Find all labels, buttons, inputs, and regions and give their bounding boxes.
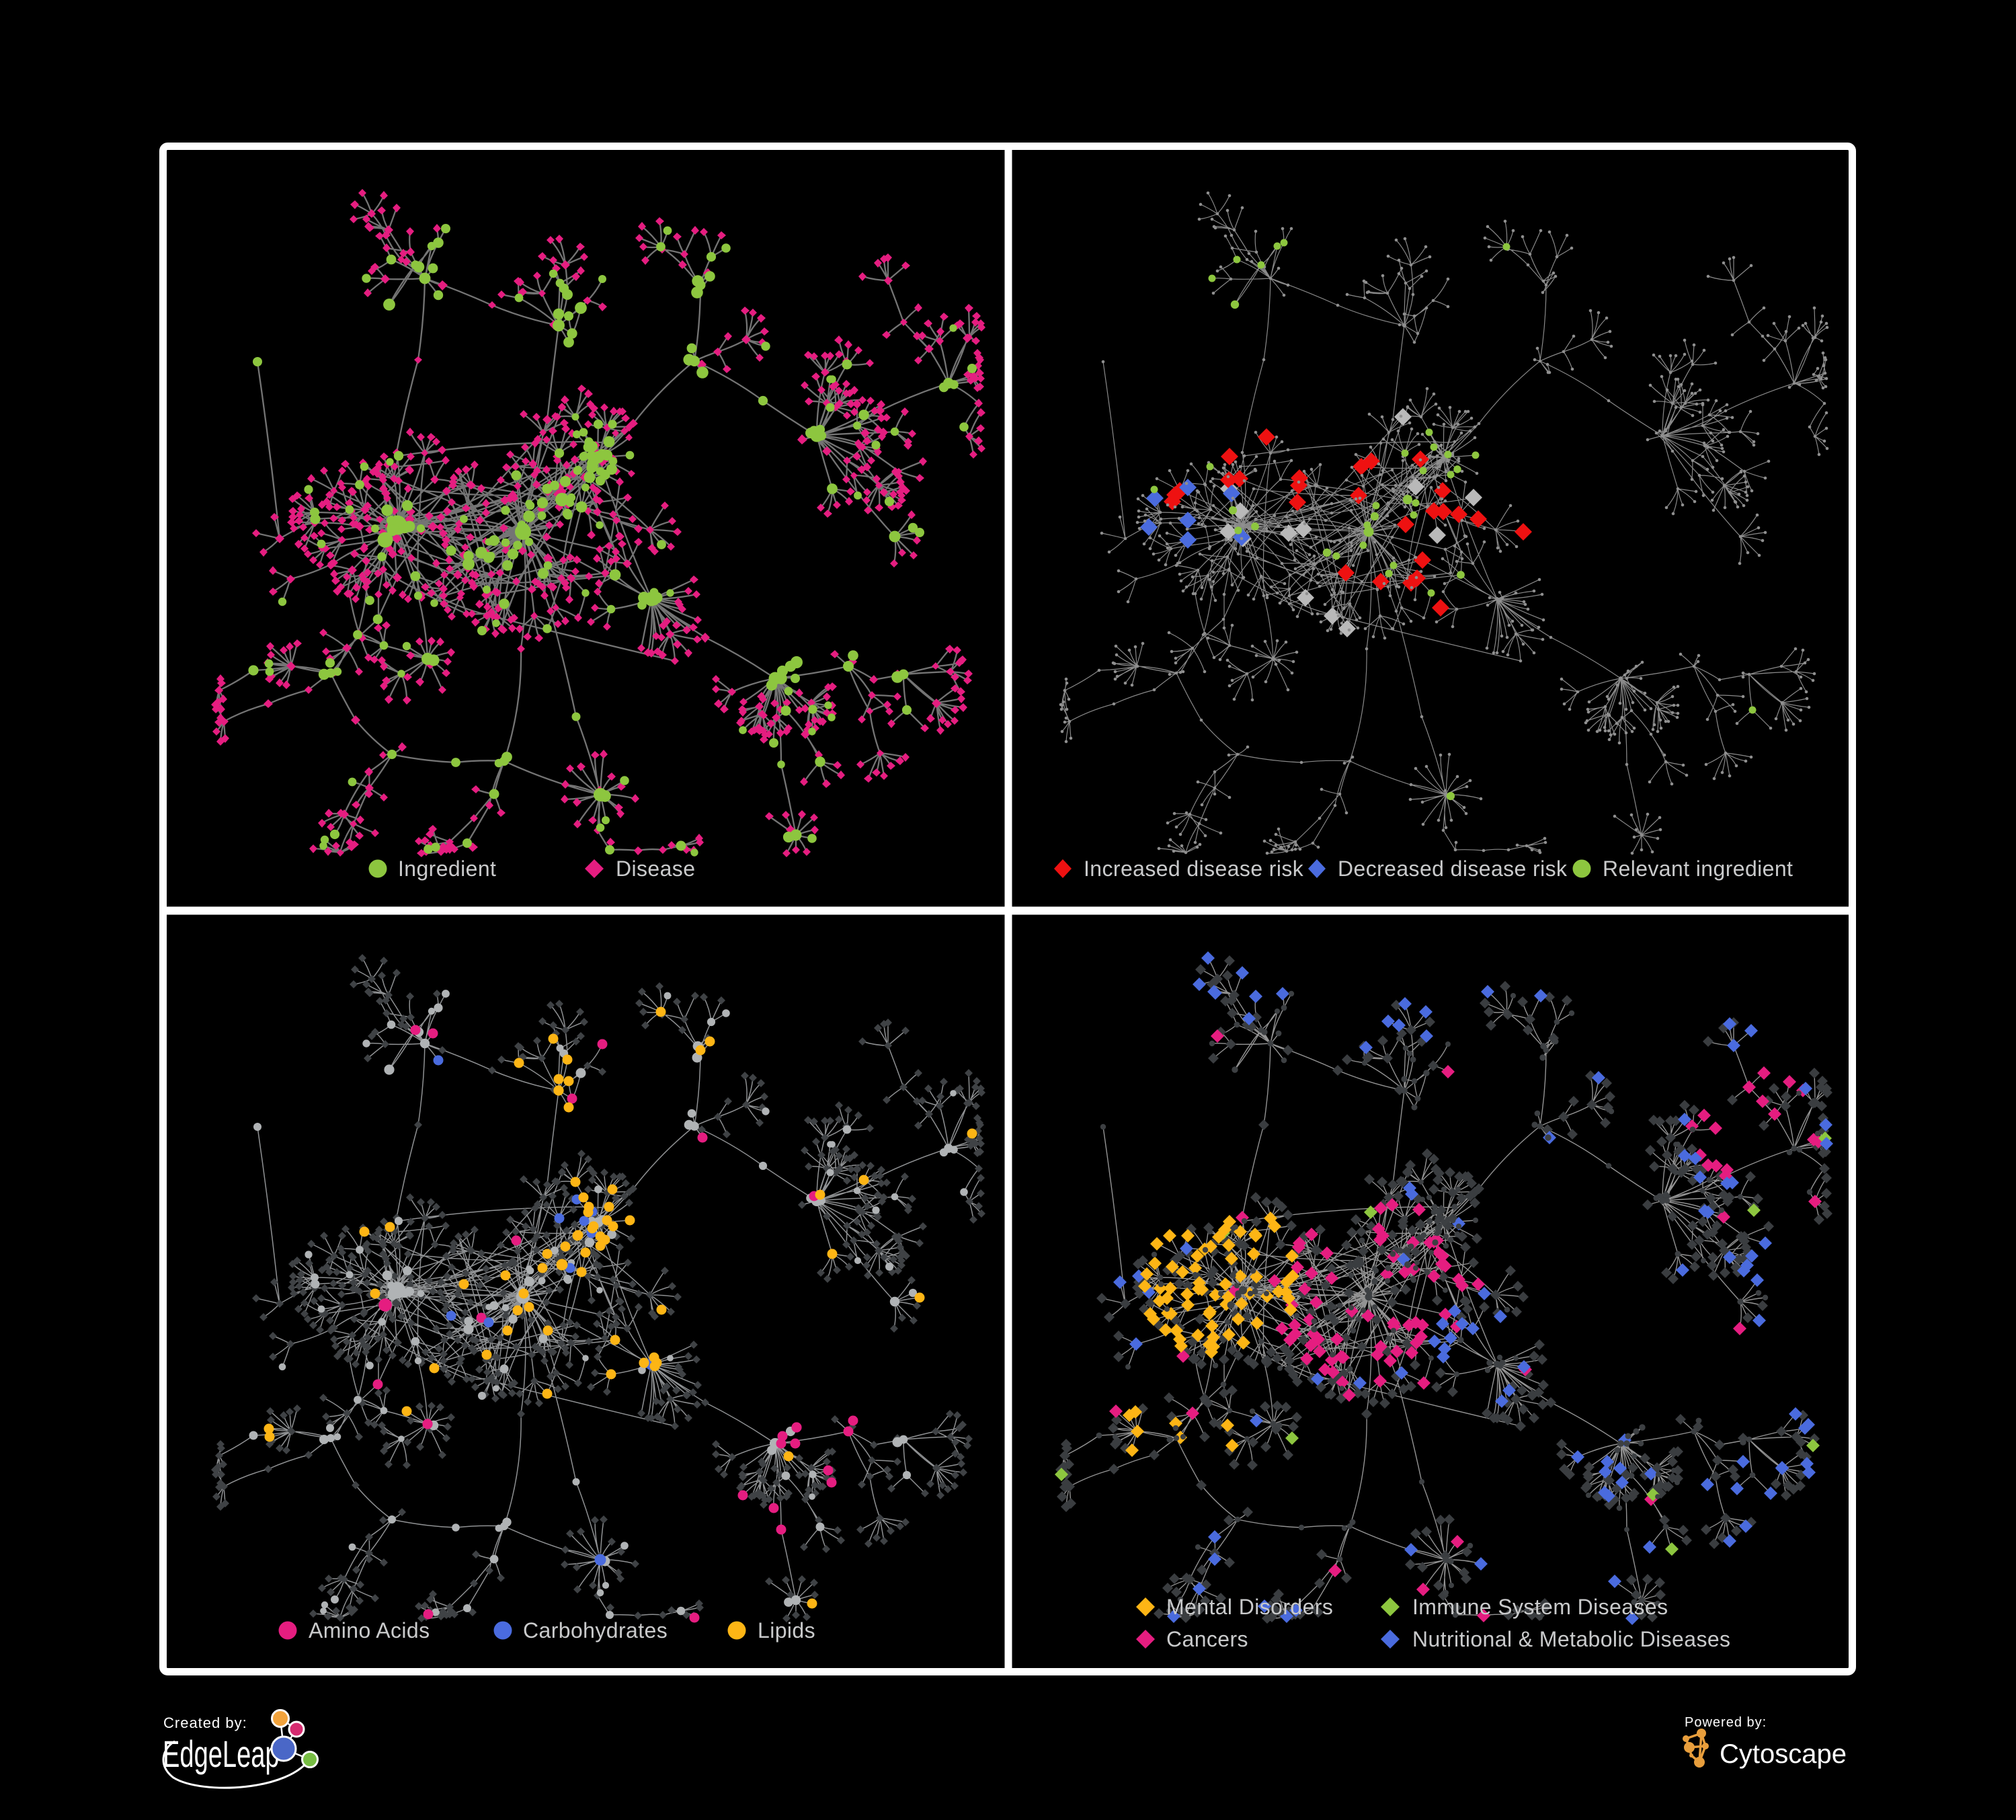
svg-text:Carbohydrates: Carbohydrates xyxy=(523,1618,668,1643)
svg-text:Created by:: Created by: xyxy=(163,1714,247,1731)
svg-text:Ingredient: Ingredient xyxy=(398,857,496,881)
svg-text:Relevant ingredient: Relevant ingredient xyxy=(1603,857,1793,881)
svg-text:Decreased disease risk: Decreased disease risk xyxy=(1338,857,1568,881)
svg-text:Disease: Disease xyxy=(616,857,695,881)
svg-text:EdgeLeap: EdgeLeap xyxy=(163,1734,280,1776)
svg-text:Lipids: Lipids xyxy=(758,1618,815,1643)
svg-text:Cytoscape: Cytoscape xyxy=(1720,1739,1847,1769)
svg-text:Cancers: Cancers xyxy=(1166,1627,1248,1651)
svg-text:Increased disease risk: Increased disease risk xyxy=(1084,857,1304,881)
svg-text:Immune System Diseases: Immune System Diseases xyxy=(1412,1595,1668,1619)
svg-text:Powered by:: Powered by: xyxy=(1685,1715,1767,1730)
svg-text:Amino Acids: Amino Acids xyxy=(309,1618,430,1643)
svg-text:Mental Disorders: Mental Disorders xyxy=(1166,1595,1333,1619)
svg-text:Nutritional & Metabolic Diseas: Nutritional & Metabolic Diseases xyxy=(1412,1627,1730,1651)
